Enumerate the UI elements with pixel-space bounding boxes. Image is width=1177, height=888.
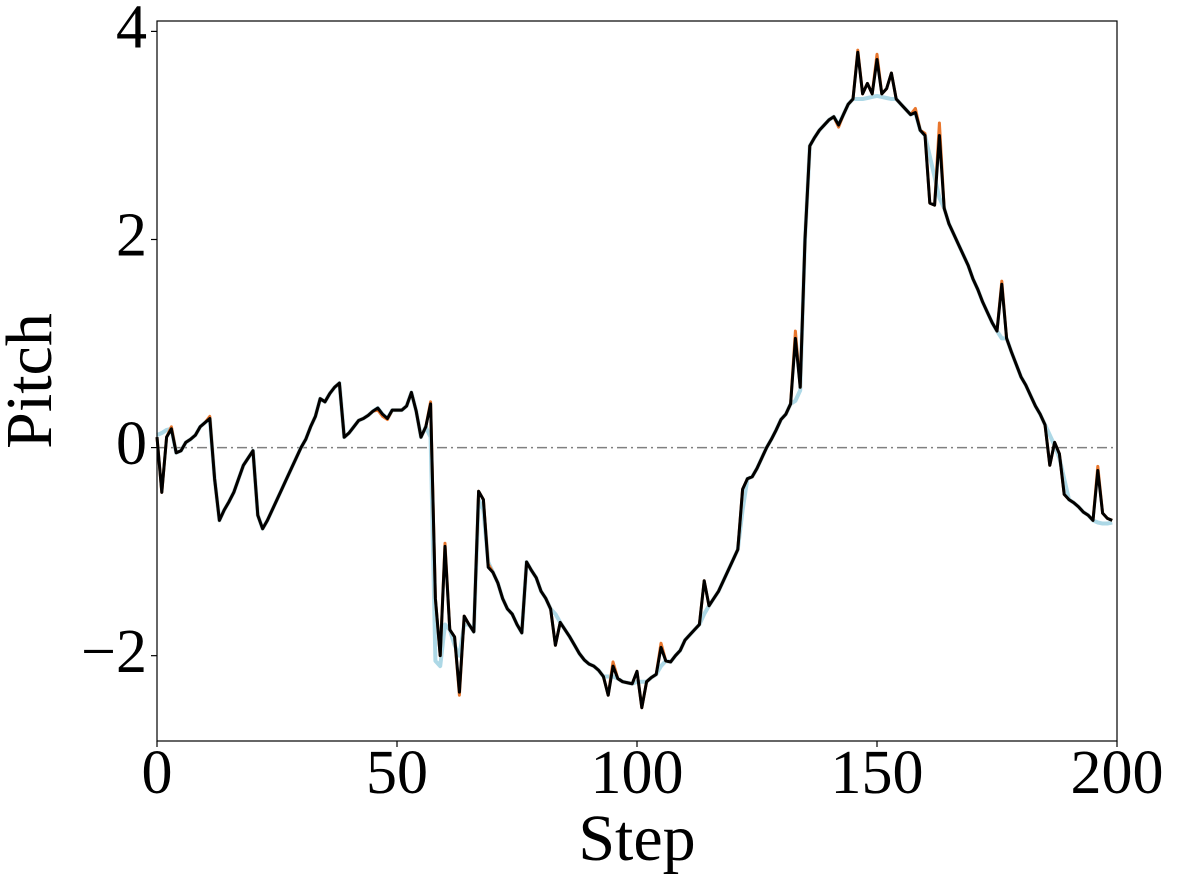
series-line <box>156 93 1113 686</box>
x-tick-label: 200 <box>1071 739 1164 807</box>
x-tick-label: 0 <box>142 739 173 807</box>
x-tick-label: 50 <box>366 739 428 807</box>
x-axis-label: Step <box>578 802 695 875</box>
x-tick-label: 100 <box>591 739 684 807</box>
y-axis-label: Pitch <box>0 313 66 449</box>
series-line <box>155 48 1113 710</box>
x-tick-label: 150 <box>831 739 924 807</box>
series-line <box>155 50 1113 710</box>
y-tick-label: 4 <box>116 0 147 62</box>
y-tick-label: −2 <box>81 618 147 686</box>
y-tick-label: 0 <box>116 410 147 478</box>
y-tick-label: 2 <box>116 202 147 270</box>
plot-frame <box>156 20 1118 742</box>
